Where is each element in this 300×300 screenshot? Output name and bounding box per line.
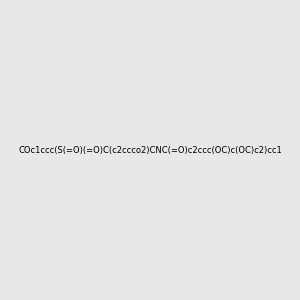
Text: COc1ccc(S(=O)(=O)C(c2ccco2)CNC(=O)c2ccc(OC)c(OC)c2)cc1: COc1ccc(S(=O)(=O)C(c2ccco2)CNC(=O)c2ccc(… [18,146,282,154]
